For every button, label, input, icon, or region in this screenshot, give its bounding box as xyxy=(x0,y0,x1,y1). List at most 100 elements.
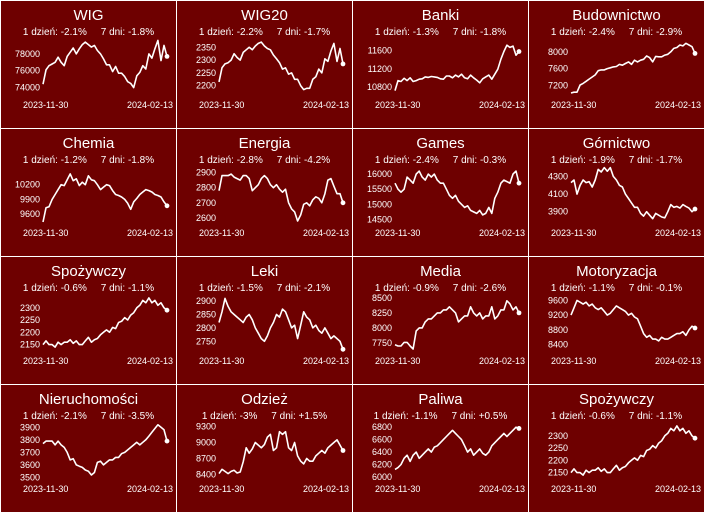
y-tick-label: 2800 xyxy=(196,183,216,193)
y-tick-label: 3900 xyxy=(20,422,40,432)
y-tick-label: 2200 xyxy=(196,81,216,91)
y-tick-label: 15000 xyxy=(367,199,392,209)
last-point-marker xyxy=(164,438,170,444)
y-tick-label: 3500 xyxy=(20,472,40,482)
last-point-marker xyxy=(164,53,170,59)
chart-background xyxy=(353,129,528,256)
price-line xyxy=(570,299,696,342)
sector-chart: Górnictwo 1 dzień: -1.9% 7 dni: -1.7% 3900… xyxy=(529,129,704,256)
y-tick-label: 2300 xyxy=(548,431,568,441)
y-tick-label: 2800 xyxy=(196,323,216,333)
y-tick-label: 4100 xyxy=(548,189,568,199)
sector-chart: Chemia 1 dzień: -1.2% 7 dni: -1.8% 9600 990… xyxy=(1,129,176,256)
y-tick-label: 78000 xyxy=(15,49,40,59)
last-point-marker xyxy=(340,200,346,206)
y-tick-label: 74000 xyxy=(15,83,40,93)
sector-chart: Budownictwo 1 dzień: -2.4% 7 dni: -2.9% 72… xyxy=(529,1,704,128)
chart-title: Motoryzacja xyxy=(576,263,658,280)
y-tick-label: 7200 xyxy=(548,80,568,90)
price-line xyxy=(218,41,344,91)
x-start-date: 2023-11-30 xyxy=(551,228,596,238)
x-start-date: 2023-11-30 xyxy=(375,228,420,238)
y-tick-label: 7600 xyxy=(548,64,568,74)
sector-chart: Odzież 1 dzień: -3% 7 dni: +1.5% 8400 8700 9… xyxy=(177,385,352,512)
price-line xyxy=(570,166,696,220)
chart-panel: Paliwa 1 dzień: -1.1% 7 dni: +0.5% 6000 620… xyxy=(353,385,528,512)
chart-panel: WIG20 1 dzień: -2.2% 7 dni: -1.7% 2200 2250… xyxy=(177,1,352,128)
y-tick-label: 9000 xyxy=(196,437,216,447)
y-tick-label: 2150 xyxy=(548,468,568,478)
price-line xyxy=(42,39,168,89)
y-tick-label: 8000 xyxy=(548,47,568,57)
y-tick-label: 2300 xyxy=(196,55,216,65)
y-tick-label: 3600 xyxy=(20,460,40,470)
x-start-date: 2023-11-30 xyxy=(23,356,68,366)
y-tick-label: 9600 xyxy=(548,295,568,305)
x-end-date: 2024-02-13 xyxy=(655,228,701,238)
chart-stats: 1 dzień: -0.6% 7 dni: -1.1% xyxy=(23,283,154,294)
chart-background xyxy=(529,1,704,128)
chart-panel: Banki 1 dzień: -1.3% 7 dni: -1.8% 10800 112… xyxy=(353,1,528,128)
chart-background xyxy=(1,257,176,384)
x-end-date: 2024-02-13 xyxy=(127,484,173,494)
x-start-date: 2023-11-30 xyxy=(23,100,68,110)
sector-chart: WIG20 1 dzień: -2.2% 7 dni: -1.7% 2200 2250… xyxy=(177,1,352,128)
chart-panel: Budownictwo 1 dzień: -2.4% 7 dni: -2.9% 72… xyxy=(529,1,704,128)
last-point-marker xyxy=(340,61,346,67)
y-tick-label: 8400 xyxy=(196,470,216,480)
y-tick-label: 3800 xyxy=(20,435,40,445)
y-tick-label: 6800 xyxy=(372,422,392,432)
price-line xyxy=(218,297,344,350)
last-point-marker xyxy=(692,206,698,212)
chart-panel: Media 1 dzień: -0.9% 7 dni: -2.6% 7750 8000… xyxy=(353,257,528,384)
chart-title: Budownictwo xyxy=(572,7,660,24)
x-start-date: 2023-11-30 xyxy=(375,100,420,110)
chart-stats: 1 dzień: -1.2% 7 dni: -1.8% xyxy=(23,155,154,166)
price-line xyxy=(394,44,520,91)
chart-panel: Spożywczy 1 dzień: -0.6% 7 dni: -1.1% 2150… xyxy=(529,385,704,512)
price-line xyxy=(42,423,168,476)
y-tick-label: 8800 xyxy=(548,325,568,335)
chart-stats: 1 dzień: -2.4% 7 dni: -0.3% xyxy=(375,155,506,166)
chart-title: Spożywczy xyxy=(51,263,127,280)
chart-title: Leki xyxy=(251,263,279,280)
chart-panel: Górnictwo 1 dzień: -1.9% 7 dni: -1.7% 3900… xyxy=(529,129,704,256)
last-point-marker xyxy=(516,310,522,316)
chart-stats: 1 dzień: -0.9% 7 dni: -2.6% xyxy=(375,283,506,294)
chart-title: Paliwa xyxy=(418,391,463,408)
chart-background xyxy=(177,257,352,384)
x-start-date: 2023-11-30 xyxy=(23,484,68,494)
x-end-date: 2024-02-13 xyxy=(479,100,525,110)
last-point-marker xyxy=(340,448,346,453)
last-point-marker xyxy=(164,307,170,313)
y-tick-label: 16000 xyxy=(367,169,392,179)
y-tick-label: 2600 xyxy=(196,213,216,223)
y-tick-label: 11200 xyxy=(368,64,392,74)
price-line xyxy=(570,425,696,476)
y-tick-label: 6400 xyxy=(372,447,392,457)
x-end-date: 2024-02-13 xyxy=(479,228,525,238)
chart-stats: 1 dzień: -2.2% 7 dni: -1.7% xyxy=(199,27,330,38)
sector-chart: Media 1 dzień: -0.9% 7 dni: -2.6% 7750 8000… xyxy=(353,257,528,384)
chart-stats: 1 dzień: -1.9% 7 dni: -1.7% xyxy=(551,155,682,166)
chart-panel: Nieruchomości 1 dzień: -2.1% 7 dni: -3.5%… xyxy=(1,385,176,512)
x-start-date: 2023-11-30 xyxy=(551,356,596,366)
price-line xyxy=(570,42,696,94)
y-tick-label: 2700 xyxy=(196,198,216,208)
price-line xyxy=(42,297,168,348)
y-tick-label: 76000 xyxy=(15,66,40,76)
chart-stats: 1 dzień: -1.5% 7 dni: -2.1% xyxy=(199,283,330,294)
y-tick-label: 8250 xyxy=(372,308,392,318)
x-start-date: 2023-11-30 xyxy=(551,484,596,494)
chart-title: Odzież xyxy=(241,391,288,408)
chart-title: Media xyxy=(420,263,462,280)
y-tick-label: 2750 xyxy=(196,336,216,346)
y-tick-label: 2900 xyxy=(196,168,216,178)
chart-background xyxy=(353,385,528,512)
y-tick-label: 2300 xyxy=(20,303,40,313)
x-start-date: 2023-11-30 xyxy=(199,356,244,366)
chart-title: Nieruchomości xyxy=(39,391,138,408)
y-tick-label: 8500 xyxy=(372,293,392,303)
price-line xyxy=(218,173,344,222)
x-end-date: 2024-02-13 xyxy=(655,356,701,366)
